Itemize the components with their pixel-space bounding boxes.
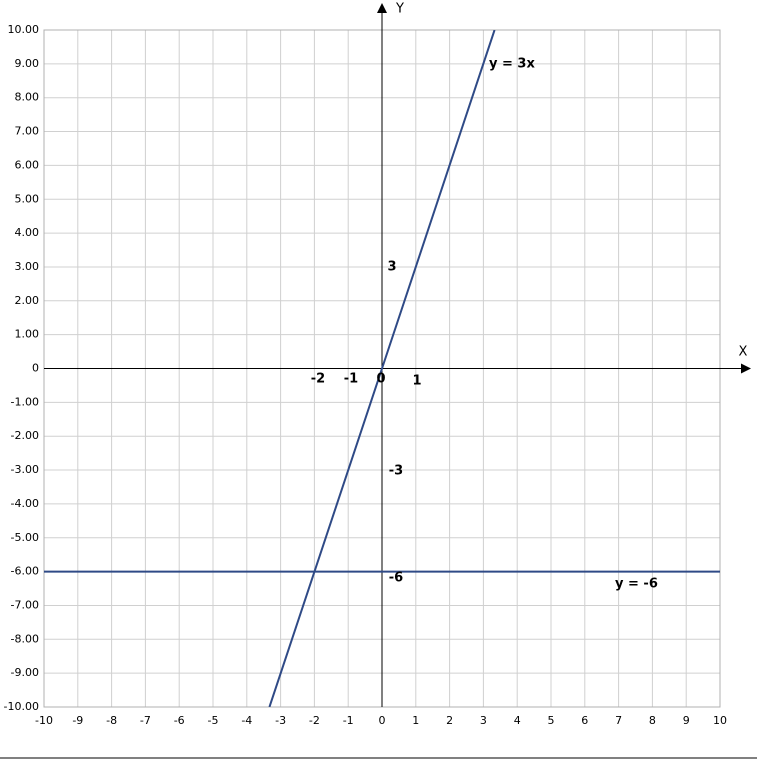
x-tick-label: -1 bbox=[343, 714, 354, 727]
y-tick-label: 1.00 bbox=[15, 328, 40, 341]
y-tick-label: 4.00 bbox=[15, 226, 40, 239]
x-tick-label: 1 bbox=[412, 714, 419, 727]
y-tick-label: 5.00 bbox=[15, 192, 40, 205]
annotation: 0 bbox=[376, 372, 385, 387]
series-label: y = -6 bbox=[615, 577, 658, 592]
y-tick-label: 6.00 bbox=[15, 158, 40, 171]
annotation: 1 bbox=[412, 374, 421, 389]
x-tick-label: -4 bbox=[241, 714, 252, 727]
x-tick-label: 9 bbox=[683, 714, 690, 727]
x-tick-label: 4 bbox=[514, 714, 521, 727]
x-tick-label: -8 bbox=[106, 714, 117, 727]
y-tick-label: -6.00 bbox=[11, 565, 39, 578]
x-tick-label: 8 bbox=[649, 714, 656, 727]
x-tick-label: 10 bbox=[713, 714, 727, 727]
y-tick-label: 10.00 bbox=[8, 23, 40, 36]
annotation: -2 bbox=[311, 372, 325, 387]
annotation: -1 bbox=[344, 372, 358, 387]
x-tick-label: -7 bbox=[140, 714, 151, 727]
y-tick-label: -9.00 bbox=[11, 666, 39, 679]
y-tick-label: 9.00 bbox=[15, 57, 40, 70]
x-axis-label: X bbox=[739, 345, 748, 360]
y-axis-label: Y bbox=[395, 2, 404, 17]
x-tick-label: 5 bbox=[548, 714, 555, 727]
y-tick-label: -5.00 bbox=[11, 531, 39, 544]
x-tick-label: -5 bbox=[208, 714, 219, 727]
y-tick-label: -2.00 bbox=[11, 429, 39, 442]
y-tick-label: -3.00 bbox=[11, 463, 39, 476]
series-line bbox=[268, 30, 496, 707]
y-tick-label: 0 bbox=[32, 362, 39, 375]
x-tick-label: -6 bbox=[174, 714, 185, 727]
x-tick-label: 2 bbox=[446, 714, 453, 727]
plot-lines bbox=[44, 30, 720, 707]
y-tick-label: -1.00 bbox=[11, 395, 39, 408]
x-tick-label: 7 bbox=[615, 714, 622, 727]
y-tick-label: 8.00 bbox=[15, 91, 40, 104]
y-tick-label: -7.00 bbox=[11, 598, 39, 611]
y-tick-label: -10.00 bbox=[4, 700, 39, 713]
x-tick-label: 6 bbox=[581, 714, 588, 727]
series-label: y = 3x bbox=[489, 57, 535, 72]
x-tick-label: -10 bbox=[35, 714, 53, 727]
y-tick-label: 7.00 bbox=[15, 125, 40, 138]
y-tick-label: 3.00 bbox=[15, 260, 40, 273]
x-tick-label: -2 bbox=[309, 714, 320, 727]
x-tick-label: 3 bbox=[480, 714, 487, 727]
annotation: 3 bbox=[387, 260, 396, 275]
x-tick-label: 0 bbox=[379, 714, 386, 727]
y-tick-label: 2.00 bbox=[15, 294, 40, 307]
annotation: -3 bbox=[389, 464, 403, 479]
y-tick-label: -8.00 bbox=[11, 632, 39, 645]
annotation: -6 bbox=[389, 571, 403, 586]
x-tick-label: -3 bbox=[275, 714, 286, 727]
x-tick-label: -9 bbox=[72, 714, 83, 727]
y-tick-label: -4.00 bbox=[11, 497, 39, 510]
